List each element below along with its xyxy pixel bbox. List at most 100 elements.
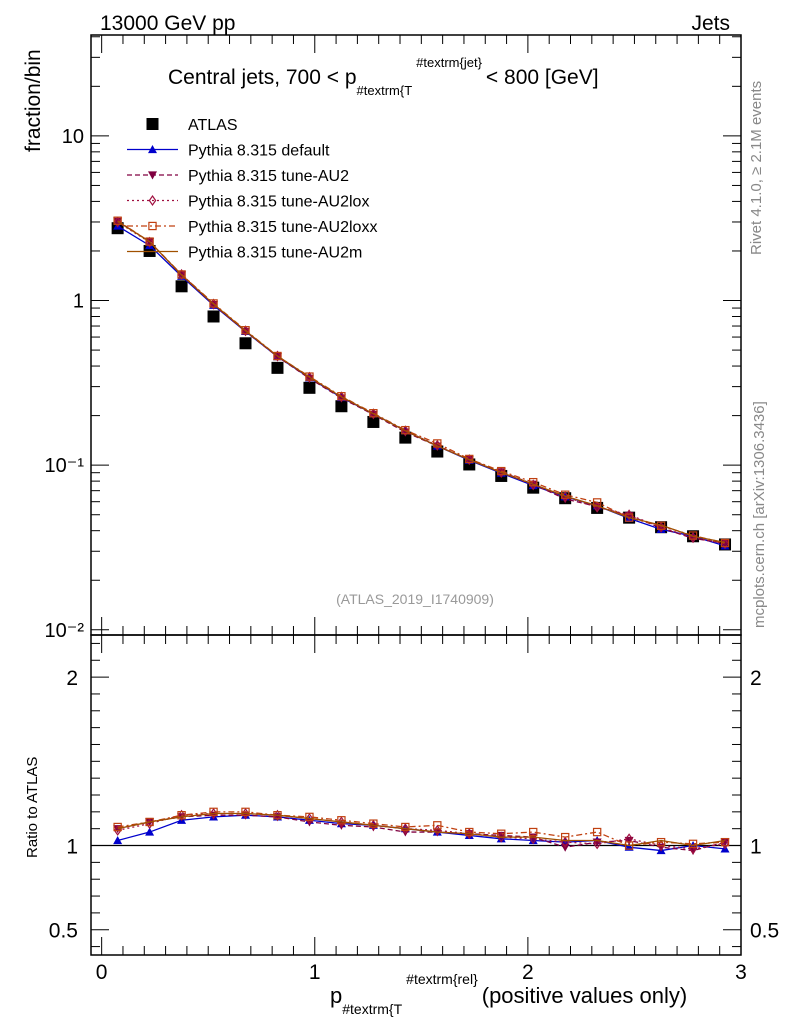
series-4-ratio-point bbox=[177, 811, 186, 820]
series-4-main-point bbox=[177, 270, 186, 279]
x-tick-label: 3 bbox=[735, 961, 747, 984]
series-2-ratio-line bbox=[117, 814, 726, 852]
series-4-main-point bbox=[465, 454, 474, 464]
series-4-ratio-point bbox=[113, 822, 122, 832]
series-3-main-point bbox=[113, 216, 122, 228]
ratio-tick-label-right: 2 bbox=[750, 667, 762, 690]
legend-label-2: Pythia 8.315 tune-AU2 bbox=[188, 168, 349, 185]
series-4-ratio-point bbox=[529, 827, 538, 837]
x-axis-label: p#textrm{T#textrm{rel}(positive values o… bbox=[330, 971, 687, 1017]
series-4-main-point bbox=[401, 425, 410, 435]
series-4-main-point bbox=[369, 409, 378, 418]
series-3-main-line bbox=[117, 221, 726, 545]
atlas-data-point bbox=[335, 400, 348, 413]
ratio-tick-label-left: 0.5 bbox=[49, 920, 78, 943]
series-4-main-point bbox=[273, 351, 282, 361]
ratio-tick-label-left: 2 bbox=[66, 667, 78, 690]
y-tick-label: 1 bbox=[73, 291, 84, 313]
ratio-tick-label-right: 1 bbox=[750, 836, 762, 859]
series-4-ratio-point bbox=[209, 807, 218, 817]
series-4-main-point bbox=[433, 439, 442, 448]
legend-label-1: Pythia 8.315 default bbox=[188, 143, 330, 160]
atlas-data-point bbox=[271, 361, 284, 374]
ratio-axis-ticks: 0 1 2 3 2 2 1 1 0.5 0.5 bbox=[49, 635, 779, 984]
ratio-tick-label-right: 0.5 bbox=[750, 920, 779, 943]
series-4-ratio-line bbox=[117, 811, 726, 847]
series-5-ratio-line bbox=[117, 812, 726, 847]
atlas-data-point bbox=[303, 381, 316, 394]
y-tick-label: 10 bbox=[62, 126, 84, 148]
legend-label-5: Pythia 8.315 tune-AU2m bbox=[188, 245, 362, 262]
legend-label-4: Pythia 8.315 tune-AU2loxx bbox=[188, 219, 377, 236]
series-4-ratio-point bbox=[337, 816, 346, 825]
atlas-data-point bbox=[175, 280, 188, 293]
title-tail: < 800 [GeV] bbox=[486, 66, 599, 89]
ratio-series-layer bbox=[113, 807, 730, 856]
series-4-ratio-point bbox=[465, 827, 474, 837]
atlas-data-point bbox=[239, 337, 252, 350]
xlabel-tail: (positive values only) bbox=[482, 983, 687, 1008]
series-3-ratio-point bbox=[593, 838, 602, 850]
series-4-main-point bbox=[241, 326, 250, 335]
series-4-main-point bbox=[337, 392, 346, 401]
atlas-data-point bbox=[399, 431, 412, 444]
series-4-ratio-point bbox=[401, 822, 410, 832]
y-tick-label: 10⁻² bbox=[45, 620, 85, 642]
series-2-ratio-point bbox=[688, 846, 698, 856]
series-3-ratio-point bbox=[273, 809, 282, 821]
series-1-main-line bbox=[117, 225, 726, 547]
y-axis-label: fraction/bin bbox=[22, 49, 45, 152]
legend: ATLAS Pythia 8.315 default Pythia 8.315 tu… bbox=[127, 117, 377, 262]
legend-label-0: ATLAS bbox=[188, 117, 238, 134]
series-4-ratio-point bbox=[433, 821, 442, 830]
y-tick-label: 10⁻¹ bbox=[45, 455, 85, 477]
legend-marker-0 bbox=[146, 118, 159, 130]
series-4-main-point bbox=[145, 237, 154, 246]
series-3-ratio-line bbox=[117, 812, 726, 850]
series-4-main-point bbox=[720, 538, 730, 548]
series-4-ratio-point bbox=[241, 807, 250, 817]
atlas-data-points bbox=[111, 222, 732, 551]
atlas-data-point bbox=[367, 415, 380, 428]
ratio-tick-label-left: 1 bbox=[66, 836, 78, 859]
series-4-main-point bbox=[113, 216, 122, 225]
atlas-data-point bbox=[207, 310, 220, 323]
legend-marker-2 bbox=[148, 171, 157, 180]
legend-marker-4 bbox=[148, 221, 157, 231]
series-2-main-line bbox=[117, 220, 726, 544]
series-4-main-point bbox=[624, 513, 634, 522]
x-tick-label: 0 bbox=[96, 961, 108, 984]
title-superscript: #textrm{jet} bbox=[416, 55, 482, 70]
legend-label-3: Pythia 8.315 tune-AU2lox bbox=[188, 194, 369, 211]
title-main: Central jets, 700 < p bbox=[168, 66, 357, 89]
series-2-ratio-point bbox=[624, 836, 634, 845]
series-1-ratio-point bbox=[113, 835, 123, 845]
rivet-version-label: Rivet 4.1.0, ≥ 2.1M events bbox=[748, 81, 765, 255]
xlabel-subscript: #textrm{T bbox=[342, 1001, 402, 1017]
series-5-main-line bbox=[117, 220, 726, 543]
series-4-ratio-point bbox=[656, 837, 666, 847]
main-series-layer bbox=[111, 216, 732, 551]
series-3-ratio-point bbox=[657, 839, 665, 852]
series-3-ratio-point bbox=[497, 831, 506, 843]
plot-title: Central jets, 700 < p#textrm{T#textrm{je… bbox=[168, 55, 599, 98]
xlabel-main: p bbox=[330, 983, 342, 1008]
series-3-ratio-point bbox=[625, 833, 633, 845]
legend-marker-3 bbox=[148, 194, 157, 207]
x-tick-label: 1 bbox=[309, 961, 321, 984]
series-3-ratio-point bbox=[177, 809, 186, 821]
title-subscript: #textrm{T bbox=[357, 83, 413, 98]
series-4-ratio-point bbox=[720, 837, 730, 847]
series-4-ratio-point bbox=[305, 812, 314, 822]
series-4-ratio-point bbox=[688, 839, 698, 849]
main-axis-ticks: 10 1 10⁻¹ 10⁻² bbox=[45, 35, 742, 642]
legend-marker-1 bbox=[148, 145, 157, 154]
x-tick-label: 2 bbox=[522, 961, 534, 984]
analysis-watermark: (ATLAS_2019_I1740909) bbox=[336, 591, 494, 607]
ratio-plot-frame bbox=[90, 634, 742, 956]
series-4-main-point bbox=[305, 372, 314, 381]
series-4-ratio-point bbox=[592, 827, 602, 837]
series-4-ratio-point bbox=[369, 819, 378, 828]
series-4-main-line bbox=[117, 220, 726, 544]
